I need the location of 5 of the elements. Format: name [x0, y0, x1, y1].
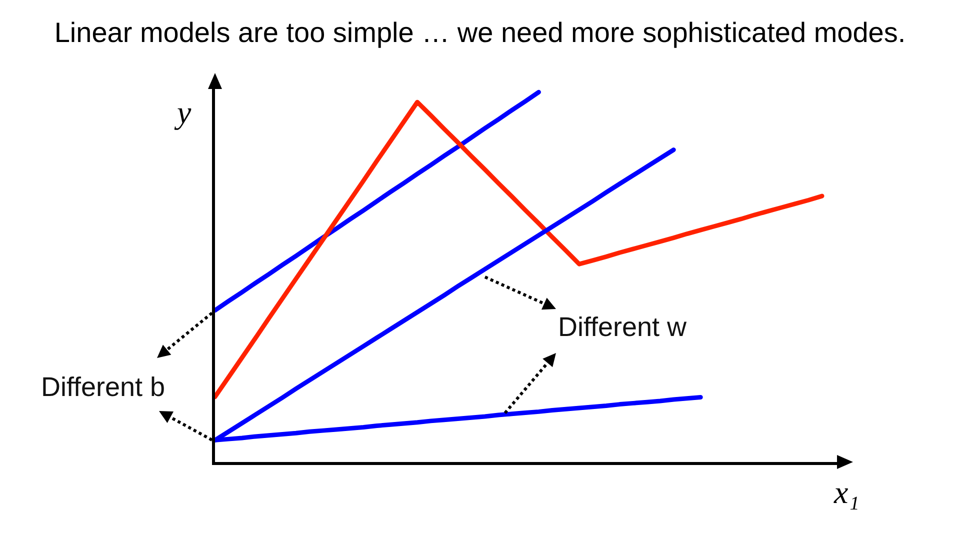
x-axis-title: x₁	[833, 474, 860, 510]
y-axis-title: y	[174, 94, 192, 130]
chart-title: Linear models are too simple … we need more sophisticated modes.	[54, 16, 906, 48]
text: Different b	[41, 372, 166, 402]
annotation: Different w	[558, 312, 688, 342]
